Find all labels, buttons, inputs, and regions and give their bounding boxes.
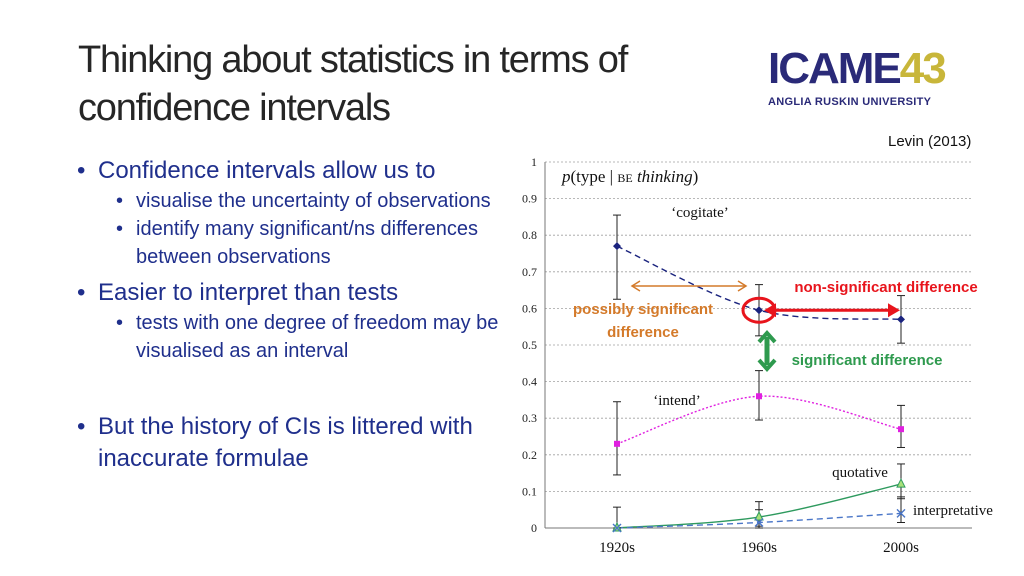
- y-tick-label: 0.2: [522, 448, 537, 462]
- data-point: [896, 508, 906, 518]
- green-arrowhead: [757, 329, 777, 344]
- series-label-quotative: quotative: [832, 465, 888, 481]
- data-point: [898, 426, 904, 433]
- significant-difference-label: significant difference: [792, 352, 943, 369]
- y-tick-label: 0.5: [522, 338, 537, 352]
- y-tick-label: 0.6: [522, 301, 537, 315]
- possibly-significant-label: possibly significant: [573, 301, 713, 318]
- series-line: [616, 395, 902, 445]
- bullet-history: But the history of CIs is littered with …: [74, 411, 504, 475]
- non-significant-label: non-significant difference: [794, 279, 977, 296]
- bullet-ci-allow: Confidence intervals allow us to: [74, 155, 504, 187]
- logo-number: 43: [899, 44, 947, 93]
- x-tick-label: 1920s: [599, 540, 635, 556]
- chart-title: p(type | BE thinking): [561, 167, 698, 186]
- data-point: [614, 440, 620, 447]
- data-point: [897, 315, 905, 324]
- y-tick-label: 0: [531, 521, 537, 535]
- red-arrowhead: [888, 303, 900, 318]
- possibly-significant-label: difference: [607, 324, 679, 341]
- y-tick-label: 0.1: [522, 484, 537, 498]
- y-tick-label: 1: [531, 155, 537, 169]
- series-label-intend: ‘intend’: [653, 393, 700, 409]
- logo-university: ANGLIA RUSKIN UNIVERSITY: [768, 96, 932, 108]
- data-point: [612, 521, 622, 532]
- x-tick-label: 1960s: [741, 540, 777, 556]
- y-tick-label: 0.3: [522, 411, 537, 425]
- icame-logo: ICAME43 ANGLIA RUSKIN UNIVERSITY: [768, 44, 958, 118]
- logo-wordmark: ICAME: [768, 44, 902, 93]
- slide-title: Thinking about statistics in terms of co…: [78, 39, 628, 129]
- citation: Levin (2013): [888, 133, 972, 150]
- y-tick-label: 0.7: [522, 265, 537, 279]
- data-point: [612, 523, 622, 533]
- y-tick-label: 0.4: [522, 375, 537, 389]
- data-point: [896, 477, 906, 488]
- data-point: [756, 393, 762, 400]
- y-tick-label: 0.8: [522, 228, 537, 242]
- data-point: [613, 242, 621, 251]
- y-tick-label: 0.9: [522, 192, 537, 206]
- series-label-interpretative: interpretative: [913, 503, 993, 519]
- subbullet-differences: identify many significant/ns differences…: [74, 215, 504, 271]
- subbullet-tests: tests with one degree of freedom may be …: [74, 309, 504, 365]
- bullet-list: Confidence intervals allow us to visuali…: [74, 155, 504, 475]
- subbullet-uncertainty: visualise the uncertainty of observation…: [74, 187, 504, 215]
- orange-arrowhead: [630, 280, 641, 292]
- data-point: [754, 518, 764, 528]
- bullet-easier: Easier to interpret than tests: [74, 277, 504, 309]
- red-arrowhead: [764, 303, 776, 318]
- orange-arrowhead: [737, 280, 748, 292]
- x-tick-label: 2000s: [883, 540, 919, 556]
- series-label-cogitate: ‘cogitate’: [671, 205, 728, 221]
- data-point: [755, 306, 763, 315]
- green-arrowhead: [757, 358, 777, 373]
- data-point: [754, 510, 764, 521]
